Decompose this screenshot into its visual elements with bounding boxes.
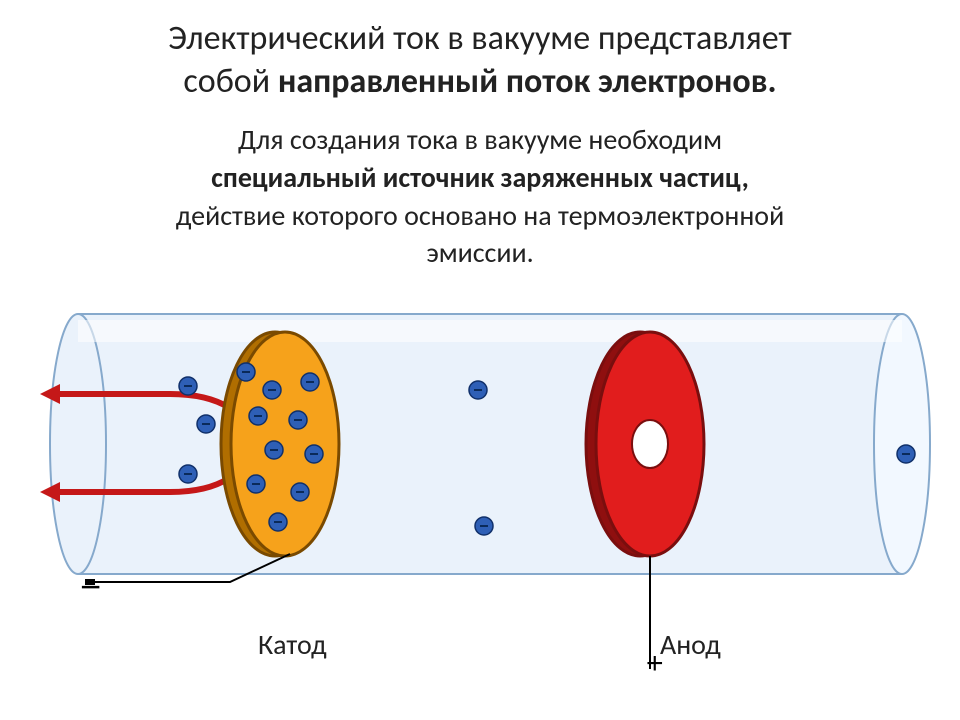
sub-line3: действие которого основано на термоэлект…: [176, 198, 784, 233]
title-line2-bold: направленный поток электронов.: [278, 61, 777, 102]
anode-hole: [632, 420, 668, 468]
diagram-container: −+КатодАнод: [0, 290, 960, 674]
sub-line2: специальный источник заряженных частиц,: [211, 160, 749, 195]
heater-arrow-top: [40, 384, 60, 404]
title-line2-plain: собой: [183, 61, 277, 102]
tube-left-cap: [50, 314, 106, 574]
tube-highlight: [78, 320, 902, 342]
anode-label: Анод: [660, 627, 721, 662]
sub-line4: эмиссии.: [426, 235, 533, 270]
cathode-label: Катод: [258, 627, 327, 662]
vacuum-tube-diagram: −+КатодАнод: [10, 294, 950, 674]
sub-line1: Для создания тока в вакууме необходим: [238, 122, 722, 157]
slide-title: Электрический ток в вакууме представляет…: [0, 0, 960, 113]
tube-body: [78, 314, 902, 574]
tube-right-cap: [874, 314, 930, 574]
heater-arrow-bottom: [40, 482, 60, 502]
minus-sign: −: [80, 566, 101, 607]
title-line1: Электрический ток в вакууме представляет: [168, 18, 791, 59]
slide-subtitle: Для создания тока в вакууме необходим сп…: [0, 113, 960, 290]
